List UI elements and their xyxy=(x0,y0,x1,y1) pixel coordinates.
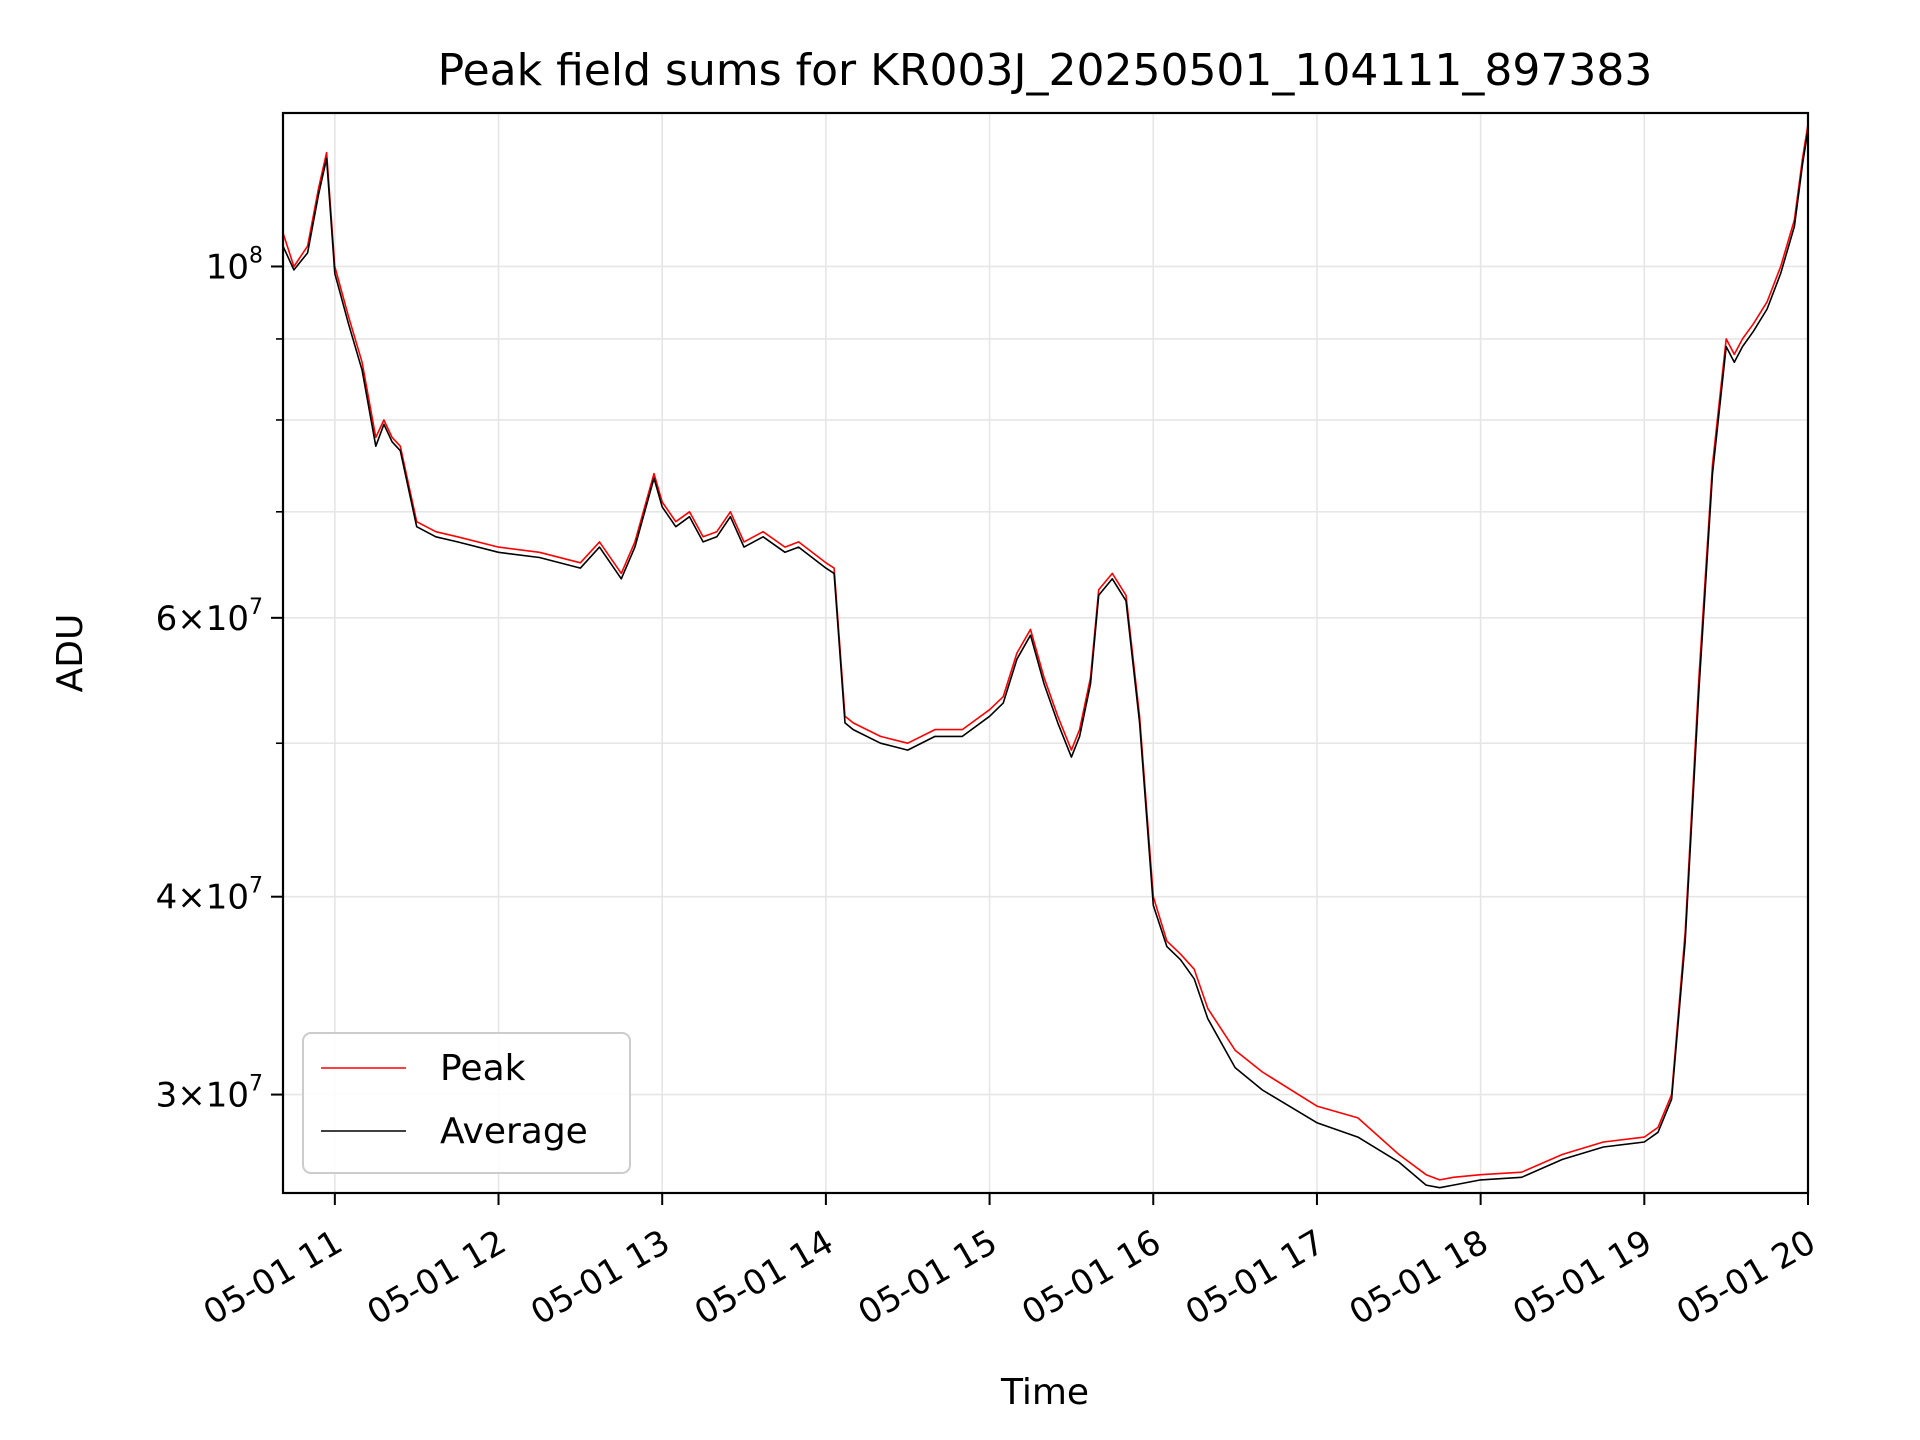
chart-title: Peak field sums for KR003J_20250501_1041… xyxy=(438,45,1653,96)
y-axis: 3×107 4×107 6×107 108 xyxy=(156,243,283,1116)
x-tick-label: 05-01 14 xyxy=(688,1222,840,1333)
x-tick-label: 05-01 17 xyxy=(1179,1222,1331,1333)
legend-label-average: Average xyxy=(440,1111,588,1152)
x-axis: 05-01 11 05-01 12 05-01 13 05-01 14 05-01 15… xyxy=(197,1193,1823,1333)
x-tick-label: 05-01 12 xyxy=(361,1222,513,1333)
y-tick-label: 108 xyxy=(206,243,263,287)
x-tick-label: 05-01 18 xyxy=(1343,1222,1495,1333)
x-axis-label: Time xyxy=(1000,1372,1089,1413)
series-line-peak xyxy=(282,123,1809,1181)
x-tick-label: 05-01 20 xyxy=(1670,1222,1822,1333)
x-tick-label: 05-01 19 xyxy=(1506,1222,1658,1333)
x-tick-label: 05-01 15 xyxy=(852,1222,1004,1333)
x-tick-label: 05-01 16 xyxy=(1015,1222,1167,1333)
y-tick-label: 6×107 xyxy=(156,595,263,639)
y-axis-label: ADU xyxy=(50,614,91,693)
y-tick-label: 3×107 xyxy=(156,1072,263,1116)
series-layer xyxy=(282,123,1809,1189)
x-tick-label: 05-01 13 xyxy=(524,1222,676,1333)
grid xyxy=(283,113,1809,1193)
legend-label-peak: Peak xyxy=(440,1048,526,1089)
series-line-average xyxy=(282,129,1809,1189)
plot-frame xyxy=(281,111,1810,1195)
legend: Peak Average xyxy=(302,1032,631,1174)
x-tick-label: 05-01 11 xyxy=(197,1222,349,1333)
y-tick-label: 4×107 xyxy=(156,874,263,918)
